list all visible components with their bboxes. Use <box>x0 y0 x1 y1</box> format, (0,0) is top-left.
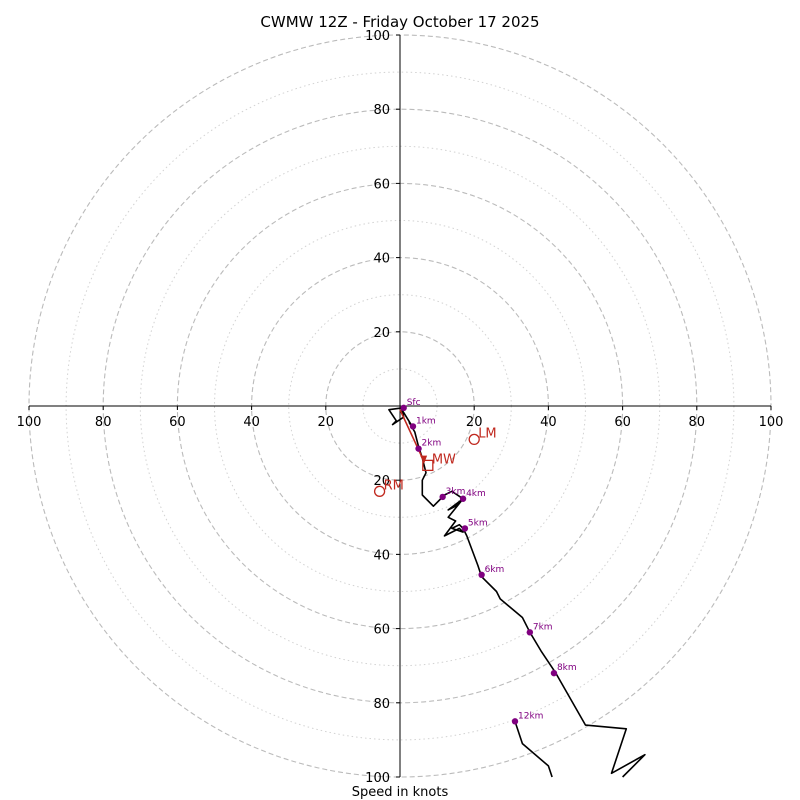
height-marker-8km <box>550 669 558 677</box>
storm-motion-label: LM <box>478 426 496 441</box>
x-tick-label: 40 <box>243 415 260 430</box>
axes <box>29 35 771 777</box>
height-marker-label: 12km <box>518 711 543 721</box>
y-tick-label: 100 <box>365 29 390 44</box>
y-tick-label: 20 <box>373 326 390 341</box>
x-tick-label: 100 <box>17 415 42 430</box>
x-tick-label: 20 <box>318 415 335 430</box>
height-marker-3km <box>439 493 446 501</box>
height-marker-label: 2km <box>422 439 442 449</box>
height-marker-5km <box>461 525 469 532</box>
x-tick-label: 80 <box>95 415 112 430</box>
shear-vector <box>399 409 425 462</box>
y-tick-label: 40 <box>373 548 390 563</box>
hodograph-trace-upper <box>514 721 553 778</box>
height-markers: Sfc 1km 2km 3km 4km 5km 6km 7km 8km 12km <box>400 398 577 725</box>
chart-title: CWMW 12Z - Friday October 17 2025 <box>260 13 539 31</box>
storm-motion-label: RM <box>384 478 404 493</box>
storm-motion-mw <box>422 459 434 472</box>
y-tick-label: 60 <box>373 623 390 638</box>
x-tick-label: 20 <box>466 415 483 430</box>
height-marker-label: 6km <box>485 565 505 575</box>
height-marker-6km <box>478 571 485 579</box>
x-axis-label: Speed in knots <box>352 785 449 800</box>
storm-motion-label: MW <box>432 452 456 467</box>
height-marker-2km <box>415 445 422 452</box>
y-tick-label: 80 <box>373 697 390 712</box>
height-marker-12km <box>511 718 519 725</box>
x-tick-label: 40 <box>540 415 557 430</box>
height-marker-Sfc <box>400 404 407 412</box>
y-tick-label: 20 <box>373 474 390 489</box>
height-marker-label: 8km <box>557 663 577 673</box>
y-tick-label: 40 <box>373 252 390 267</box>
x-tick-label: 80 <box>689 415 706 430</box>
y-tick-label: 80 <box>373 103 390 118</box>
x-tick-label: 60 <box>169 415 186 430</box>
y-tick-label: 100 <box>365 771 390 786</box>
height-marker-label: 5km <box>468 518 488 528</box>
storm-motion-lm <box>468 433 480 446</box>
y-tick-label: 60 <box>373 177 390 192</box>
height-marker-1km <box>409 423 417 430</box>
height-marker-label: Sfc <box>407 398 421 408</box>
storm-motions: LM MW RM <box>373 426 497 497</box>
x-tick-label: 60 <box>614 415 631 430</box>
tick-labels: 100 80 60 40 20 20 40 60 80 100 20 40 60 80 100 20 40 60 8… <box>17 29 784 786</box>
height-marker-label: 3km <box>446 487 466 497</box>
storm-motion-rm <box>373 485 386 497</box>
height-marker-label: 4km <box>466 489 486 499</box>
shear-vector-arrowhead <box>420 455 428 464</box>
x-tick-label: 100 <box>759 415 784 430</box>
height-marker-label: 1km <box>416 416 436 426</box>
height-marker-label: 7km <box>533 622 553 632</box>
height-marker-4km <box>459 495 467 502</box>
height-marker-7km <box>526 629 534 636</box>
